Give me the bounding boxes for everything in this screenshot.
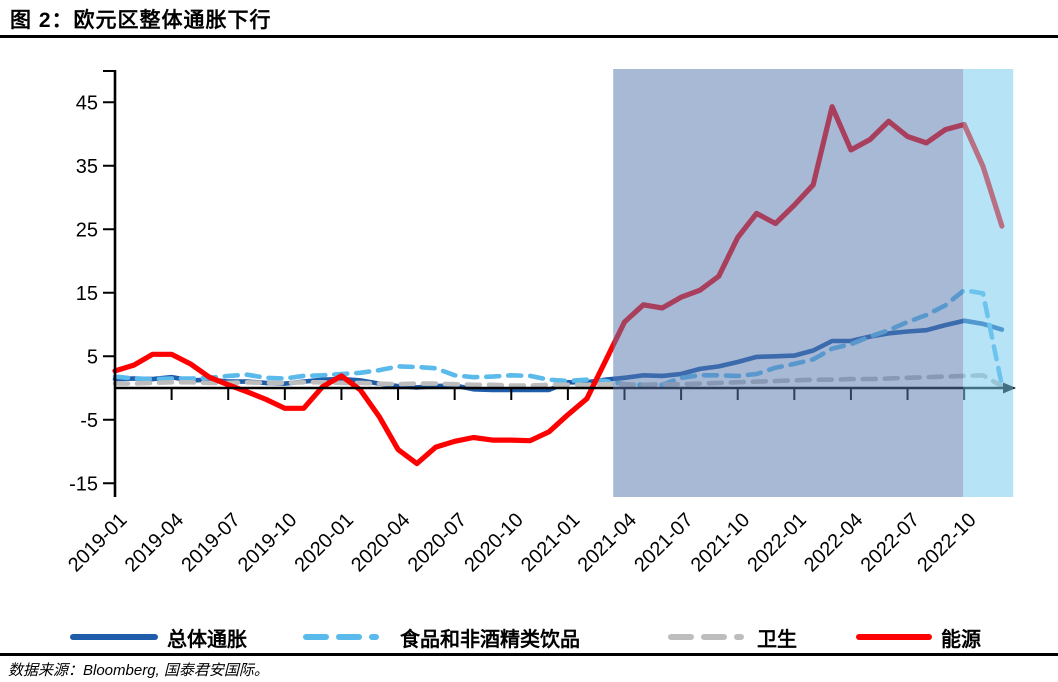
y-axis-tick-label: 35 [76, 156, 98, 178]
highlight-regions [613, 69, 1014, 497]
x-axis-tick-label: 2019-10 [234, 509, 301, 576]
legend-item-health: 卫生 [668, 624, 797, 651]
y-axis-tick-label: -5 [80, 410, 98, 432]
chart-title: 图 2：欧元区整体通胀下行 [10, 9, 272, 32]
x-axis-tick-label: 2022-04 [800, 509, 867, 576]
legend-label: 卫生 [757, 628, 797, 651]
legend-swatch-headline [70, 634, 158, 640]
highlight-band-blue [613, 69, 964, 497]
title-rule [0, 35, 1058, 38]
x-axis-tick-label: 2021-07 [630, 509, 697, 576]
legend-item-headline: 总体通胀 [70, 624, 247, 651]
y-axis-tick-label: 25 [76, 219, 98, 241]
x-axis-tick-label: 2021-04 [574, 509, 641, 576]
legend-item-food: 食品和非酒精类饮品 [303, 624, 580, 651]
x-axis-tick-label: 2019-04 [121, 509, 188, 576]
x-axis-tick-label: 2020-10 [460, 509, 527, 576]
footer-rule [0, 653, 1058, 656]
x-axis-tick-label: 2021-01 [517, 509, 584, 576]
y-axis-tick-label: 5 [87, 346, 98, 368]
x-axis-tick-label: 2020-01 [291, 509, 358, 576]
legend-label: 食品和非酒精类饮品 [400, 628, 580, 651]
y-axis-tick-label: 15 [76, 283, 98, 305]
legend-item-energy: 能源 [856, 624, 981, 651]
legend: 总体通胀 食品和非酒精类饮品 卫生 能源 [0, 624, 1058, 652]
highlight-band-cyan [963, 69, 1014, 497]
x-axis-tick-label: 2019-07 [177, 509, 244, 576]
legend-swatch-health [668, 634, 748, 640]
legend-swatch-energy [856, 634, 932, 640]
y-axis-tick-label: 45 [76, 92, 98, 114]
x-axis-tick-label: 2022-01 [743, 509, 810, 576]
x-axis-tick-label: 2020-04 [347, 509, 414, 576]
legend-label: 能源 [941, 628, 981, 651]
legend-swatch-food [303, 634, 391, 640]
y-axis-tick-label: -15 [69, 473, 98, 495]
x-axis-tick-label: 2019-01 [64, 509, 131, 576]
x-axis-tick-label: 2022-07 [857, 509, 924, 576]
x-axis-tick-label: 2021-10 [687, 509, 754, 576]
legend-label: 总体通胀 [167, 628, 247, 651]
source-note: 数据来源：Bloomberg, 国泰君安国际。 [8, 662, 269, 679]
x-axis-tick-label: 2020-07 [404, 509, 471, 576]
x-axis-tick-label: 2022-10 [913, 509, 980, 576]
